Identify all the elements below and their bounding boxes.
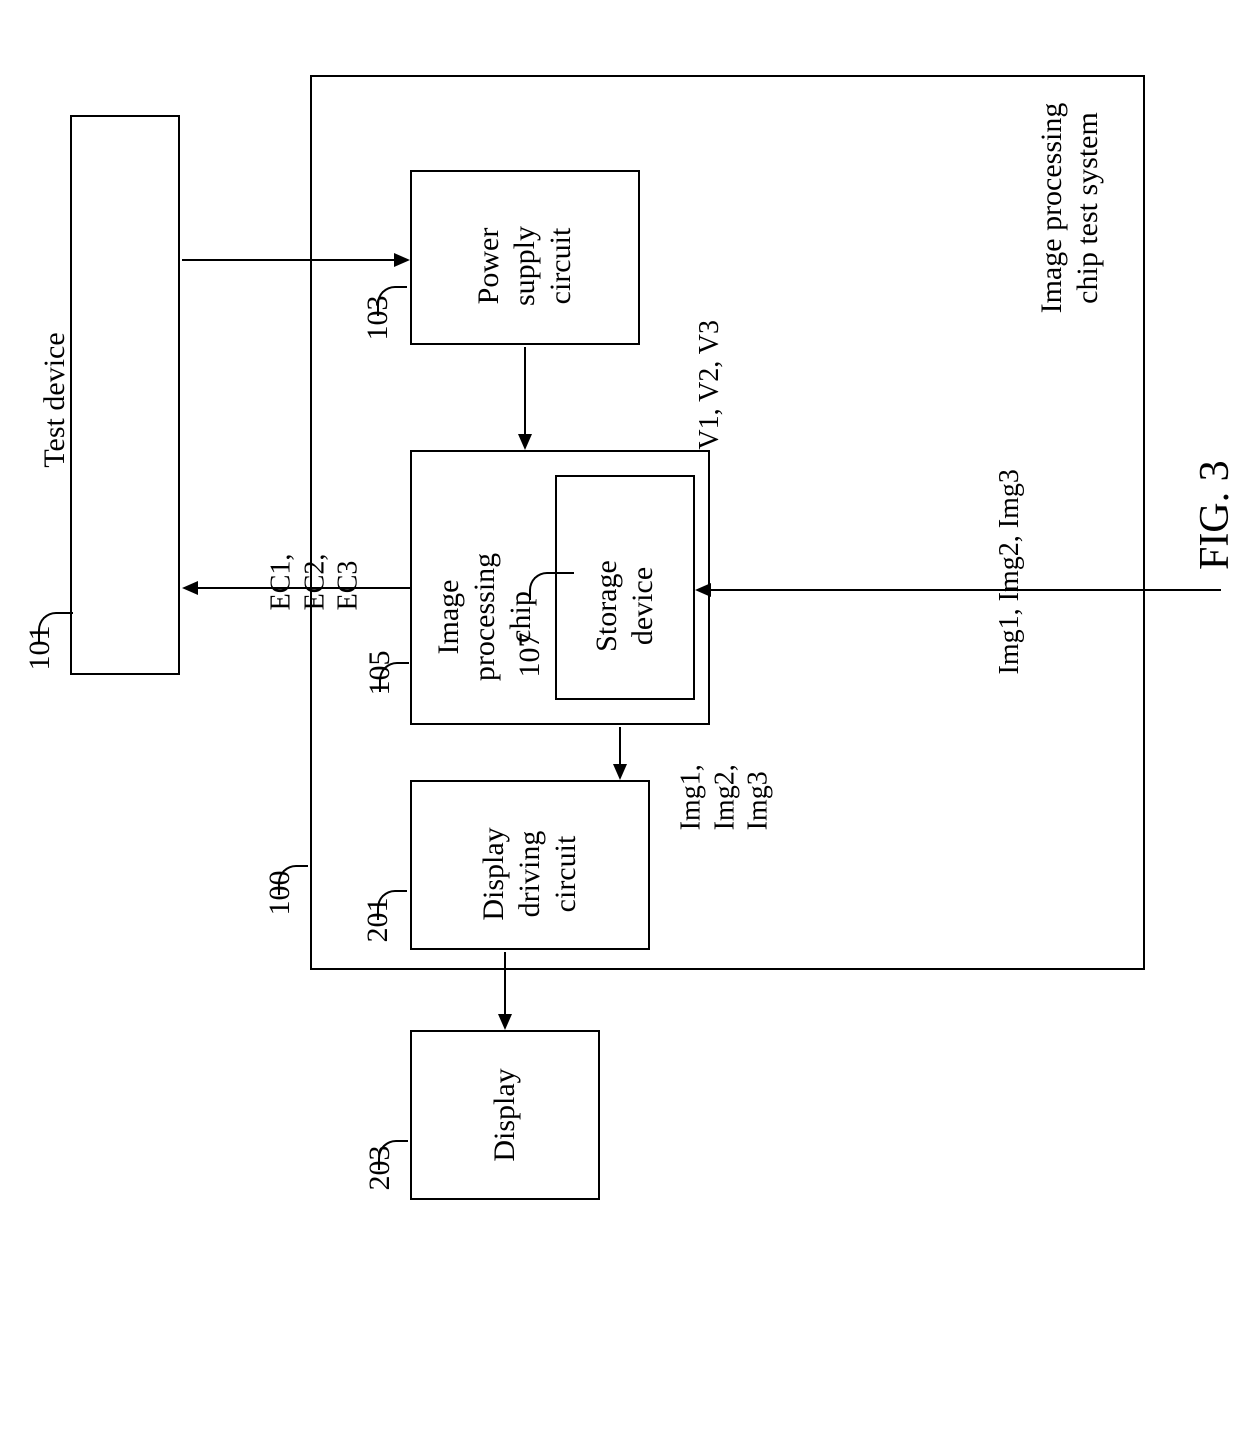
label-driver: Display driving circuit: [476, 799, 584, 949]
figure-caption: FIG. 3: [1190, 415, 1240, 615]
edge-imgs-in-head: [695, 583, 711, 597]
leader-203: [378, 1140, 408, 1170]
edge-power-to-chip-head: [518, 434, 532, 450]
leader-storage-ref: [529, 572, 574, 600]
edge-imgs-in-h: [711, 589, 1221, 591]
leader-101: [38, 612, 73, 642]
edge-test-to-power-head: [394, 253, 410, 267]
edge-chip-to-test-head: [182, 581, 198, 595]
ref-storage: 107: [512, 625, 548, 685]
leader-100: [278, 865, 308, 895]
label-display: Display: [487, 1050, 523, 1180]
edge-power-to-chip: [524, 347, 526, 434]
signal-img-out: Img1, Img2, Img3: [675, 710, 776, 830]
leader-103: [377, 286, 407, 316]
label-power: Power supply circuit: [471, 191, 579, 341]
edge-chip-to-driver: [619, 727, 621, 764]
diagram-stage: Test device 101 Image processing chip te…: [0, 0, 1240, 1454]
leader-201: [377, 890, 407, 920]
label-system: Image processing chip test system: [1034, 68, 1106, 348]
box-test-device: [70, 115, 180, 675]
edge-driver-display-v: [504, 952, 506, 1014]
label-storage: Storage device: [589, 541, 661, 671]
edge-driver-display-head2: [498, 1014, 512, 1030]
label-chip: Image processing chip: [431, 517, 539, 717]
edge-test-to-power: [182, 259, 394, 261]
label-test-device: Test device: [37, 210, 73, 590]
signal-v: V1, V2, V3: [693, 295, 727, 475]
signal-ec: EC1, EC2, EC3: [265, 490, 366, 610]
leader-105: [379, 662, 409, 692]
signal-imgs-in: Img1, Img2, Img3: [993, 432, 1027, 712]
edge-chip-to-driver-head: [613, 764, 627, 780]
